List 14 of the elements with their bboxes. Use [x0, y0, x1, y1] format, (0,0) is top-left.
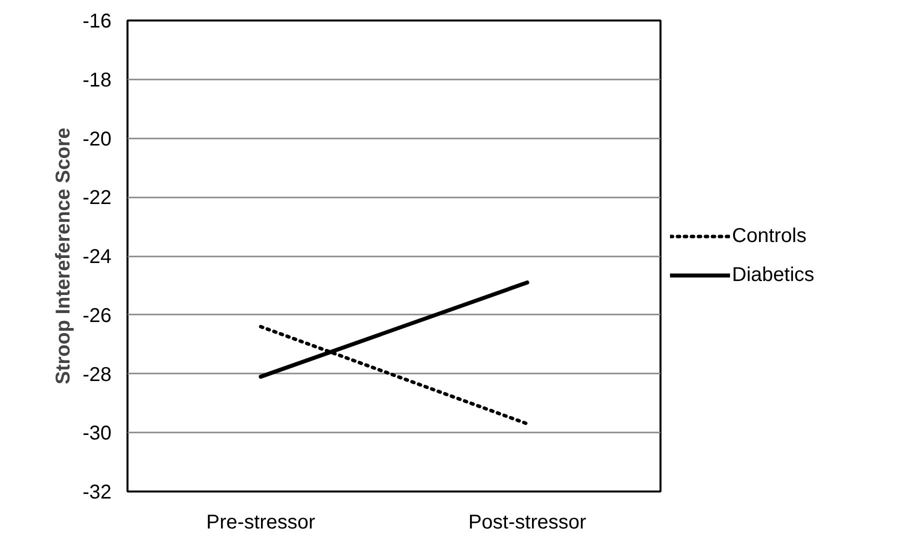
y-tick-label: -22 — [82, 187, 112, 210]
x-tick-label: Pre-stressor — [206, 512, 316, 534]
y-tick-label: -24 — [82, 246, 112, 268]
y-tick-label: -20 — [82, 128, 112, 150]
x-tick-label: Post-stressor — [468, 512, 586, 534]
y-tick-label: -26 — [82, 304, 112, 327]
y-tick-label: -30 — [82, 422, 112, 445]
legend-label: Diabetics — [732, 264, 814, 286]
y-tick-label: -28 — [82, 364, 112, 386]
legend-label: Controls — [732, 224, 806, 248]
y-tick-label: -16 — [82, 10, 112, 32]
y-tick-label: -18 — [82, 69, 112, 92]
y-axis-title: Stroop Intereference Score — [52, 128, 75, 384]
y-tick-label: -32 — [82, 482, 112, 504]
